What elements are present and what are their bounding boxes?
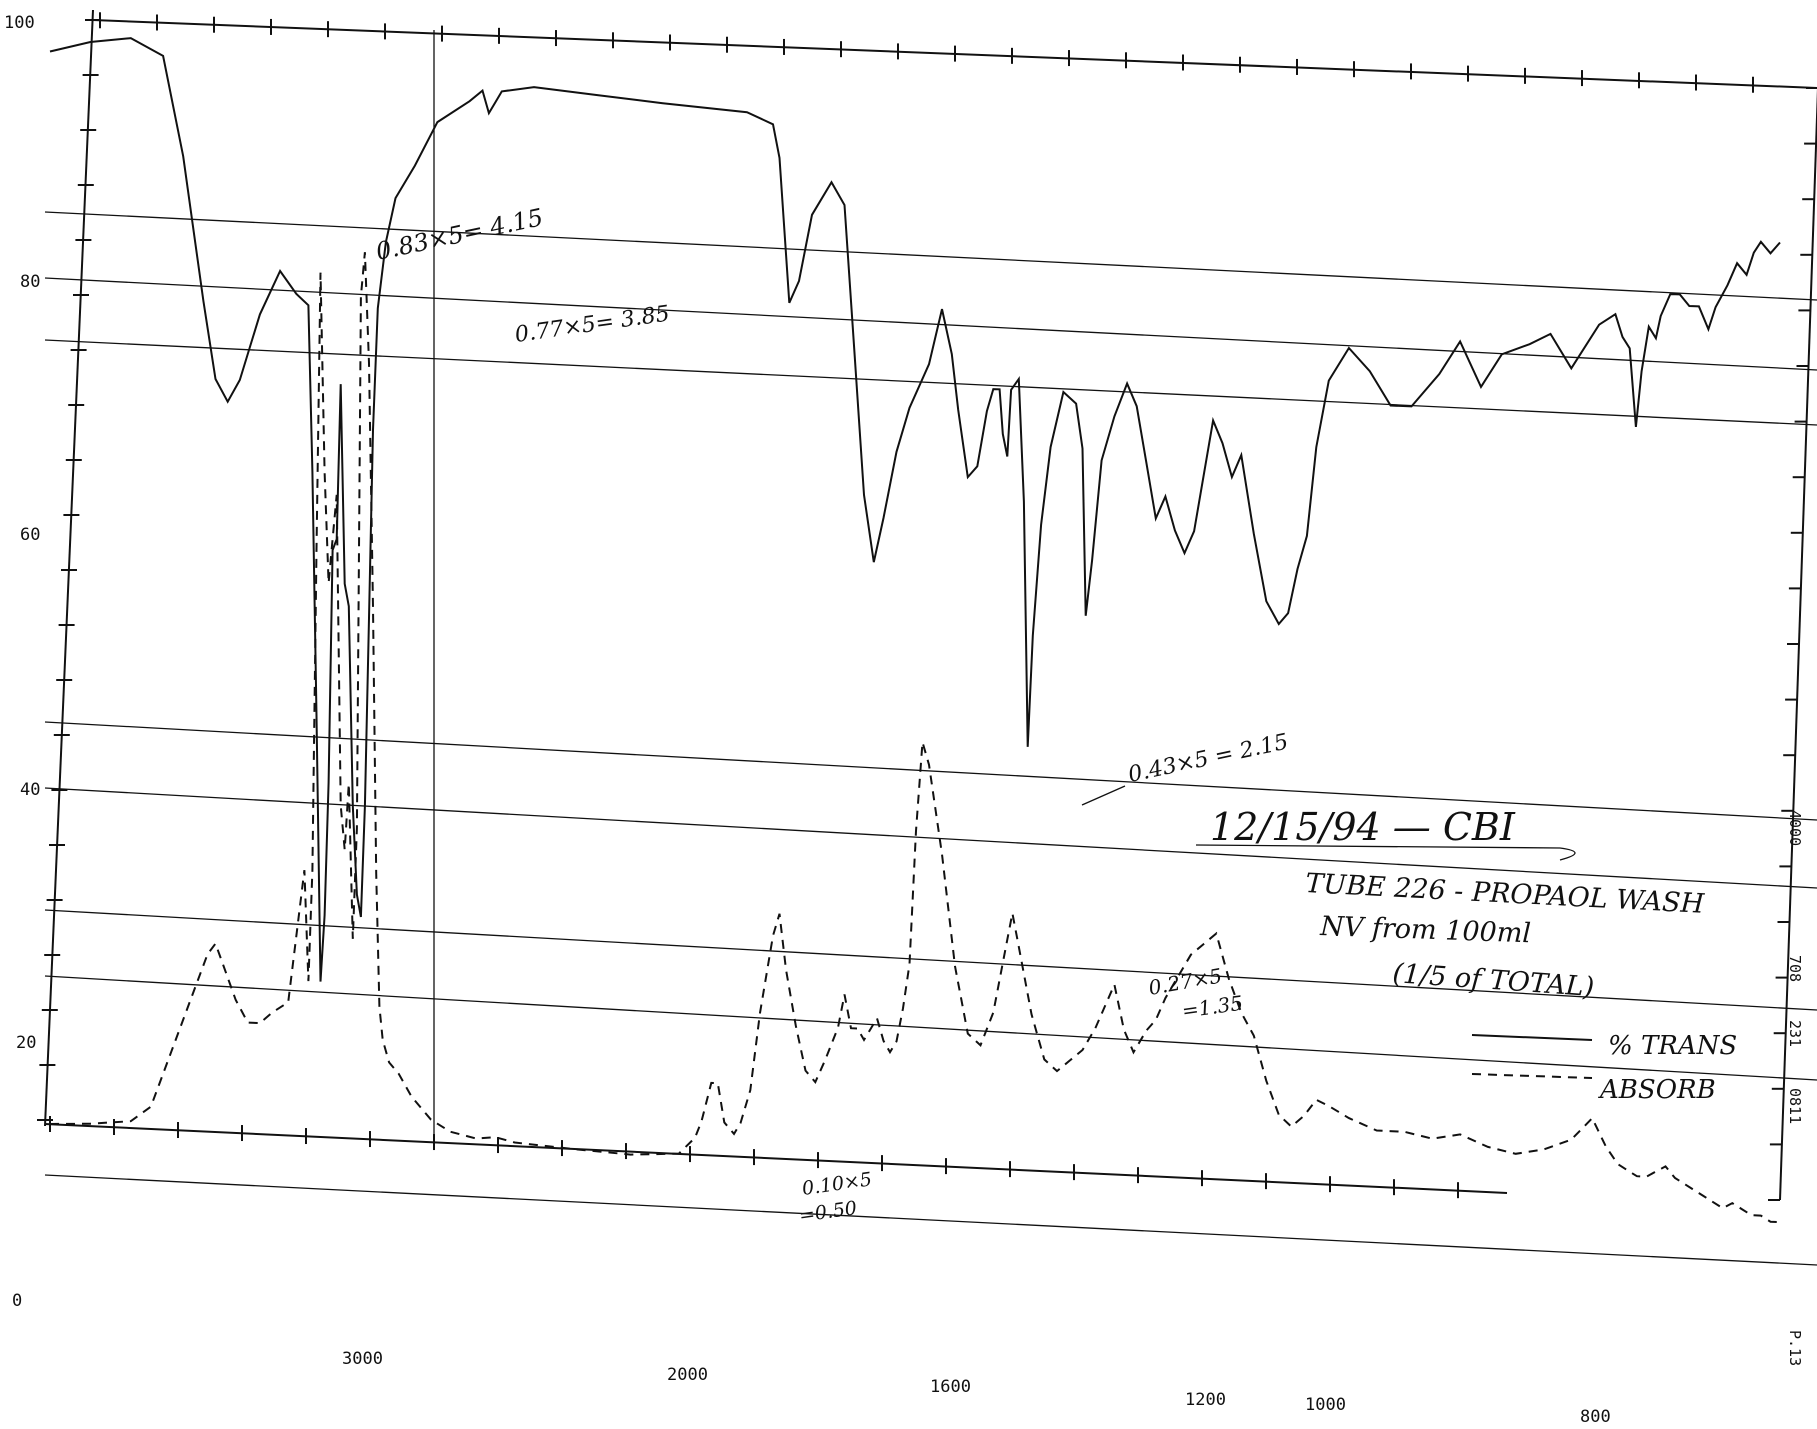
annotation-peak-1: 0.83×5= 4.15 [373, 203, 545, 266]
annotation-date-header: 12/15/94 — CBI [1210, 805, 1516, 849]
plot-frame [44, 9, 1817, 1201]
annotation-peak-4b: =1.35 [1180, 991, 1244, 1023]
annotation-sample-line-2: NV from 100ml [1319, 911, 1532, 949]
horizontal-rule [44, 339, 1817, 426]
left-axis [44, 9, 94, 1127]
annotation-date-underline [1195, 844, 1576, 861]
annotation-sample-line-3: (1/5 of TOTAL) [1392, 958, 1596, 1003]
x-tick-label-3000: 3000 [342, 1349, 383, 1369]
legend-label-trans: % TRANS [1608, 1031, 1737, 1061]
margin-text-page: P.13 [1786, 1330, 1804, 1366]
x-tick-labels: 3000 2000 1600 1200 1000 800 [342, 1349, 1611, 1427]
margin-text-1: 0811 [1786, 1088, 1804, 1124]
bottom-axis [44, 1123, 1508, 1194]
horizontal-rule [44, 975, 1817, 1081]
x-tick-label-1600: 1600 [930, 1377, 971, 1397]
axis-ticks [37, 12, 1817, 1201]
legend-swatch-trans [1471, 1034, 1593, 1041]
y-tick-label-60: 60 [20, 525, 40, 545]
annotation-peak-5: 0.10×5 [801, 1168, 874, 1200]
annotation-peak-3-pointer [1081, 785, 1126, 806]
y-tick-labels: 100 80 60 40 20 0 [4, 13, 40, 1311]
horizontal-rule [44, 787, 1817, 889]
y-tick-label-40: 40 [20, 780, 40, 800]
horizontal-rule [44, 909, 1817, 1011]
horizontal-rule [44, 211, 1817, 301]
margin-text-3: 708 [1786, 955, 1804, 982]
horizontal-rule [44, 277, 1817, 371]
horizontal-rule [44, 1174, 1817, 1266]
annotations: 0.83×5= 4.15 0.77×5= 3.85 0.43×5 = 2.15 … [373, 203, 1705, 1227]
legend: % TRANS ABSORB [1471, 1031, 1737, 1105]
annotation-peak-2: 0.77×5= 3.85 [513, 301, 671, 347]
x-tick-label-1200: 1200 [1185, 1390, 1226, 1410]
y-tick-label-20: 20 [16, 1033, 36, 1053]
annotation-peak-5b: =0.50 [798, 1197, 859, 1227]
legend-swatch-absorb [1471, 1073, 1593, 1079]
margin-text-2: 231 [1786, 1020, 1804, 1047]
margin-text: P.13 0811 231 708 4000 [1786, 810, 1804, 1366]
x-tick-label-2000: 2000 [667, 1365, 708, 1385]
x-tick-label-1000: 1000 [1305, 1395, 1346, 1415]
annotation-peak-3: 0.43×5 = 2.15 [1126, 730, 1290, 788]
legend-label-absorb: ABSORB [1598, 1075, 1716, 1105]
y-tick-label-100: 100 [4, 13, 35, 33]
x-tick-label-800: 800 [1580, 1407, 1611, 1427]
horizontal-rules [44, 211, 1817, 1266]
margin-text-4: 4000 [1786, 810, 1804, 846]
series-line-trans [49, 37, 1781, 982]
y-tick-label-0: 0 [12, 1291, 22, 1311]
horizontal-rule [44, 721, 1817, 821]
series-line-absorb [49, 252, 1781, 1224]
y-tick-label-80: 80 [20, 272, 40, 292]
